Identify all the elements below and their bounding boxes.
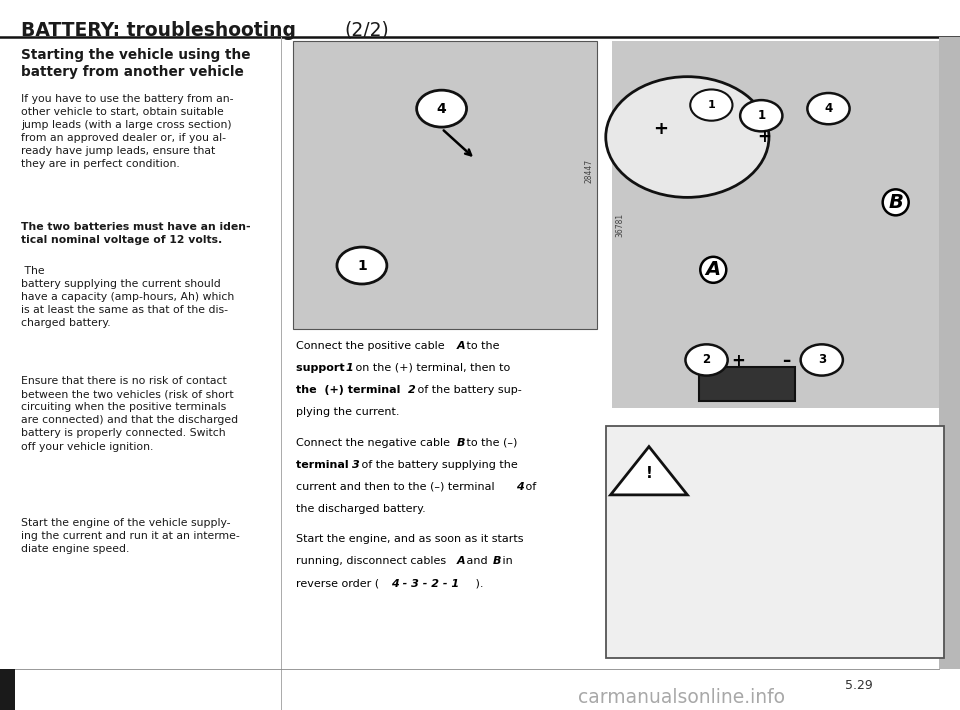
Text: in: in (498, 557, 513, 567)
Circle shape (807, 93, 850, 124)
Text: B: B (456, 437, 465, 447)
Text: +: + (757, 128, 771, 146)
Text: B: B (841, 469, 850, 479)
Text: and that the positive lead: and that the positive lead (692, 491, 836, 501)
Text: BATTERY: troubleshooting: BATTERY: troubleshooting (21, 21, 302, 40)
Circle shape (417, 90, 467, 127)
Text: A: A (852, 491, 861, 501)
Text: support: support (296, 363, 348, 373)
Text: to the (–): to the (–) (463, 437, 517, 447)
FancyBboxPatch shape (612, 41, 939, 408)
Text: current and then to the (–) terminal: current and then to the (–) terminal (296, 481, 498, 491)
Text: 4 - 3 - 2 - 1: 4 - 3 - 2 - 1 (391, 579, 459, 589)
Polygon shape (611, 447, 687, 495)
FancyBboxPatch shape (939, 37, 960, 669)
Text: The two batteries must have an iden-
tical nominal voltage of 12 volts.: The two batteries must have an iden- tic… (21, 222, 251, 244)
Text: 2: 2 (408, 385, 416, 395)
FancyBboxPatch shape (0, 669, 15, 710)
Text: 5.29: 5.29 (846, 679, 873, 692)
Text: the  (+) terminal: the (+) terminal (296, 385, 404, 395)
FancyBboxPatch shape (699, 367, 795, 401)
Text: Ensure that there is no risk of contact
between the two vehicles (risk of short
: Ensure that there is no risk of contact … (21, 376, 238, 452)
Text: 4: 4 (825, 102, 832, 115)
Text: 1: 1 (357, 258, 367, 273)
Text: 4: 4 (516, 481, 523, 491)
Text: 1: 1 (757, 109, 765, 122)
Text: reverse order (: reverse order ( (296, 579, 382, 589)
Text: The
battery supplying the current should
have a capacity (amp-hours, Ah) which
i: The battery supplying the current should… (21, 266, 234, 328)
Circle shape (690, 89, 732, 121)
Text: A: A (456, 557, 465, 567)
Text: 28447: 28447 (585, 159, 594, 183)
Text: A: A (805, 469, 814, 479)
Circle shape (337, 247, 387, 284)
Text: A: A (456, 341, 465, 351)
Text: of: of (522, 481, 537, 491)
Text: B: B (492, 557, 501, 567)
Text: is not touching any metal: is not touching any metal (692, 513, 846, 523)
Text: Risk of injury and/or damage to the: Risk of injury and/or damage to the (628, 588, 822, 598)
FancyBboxPatch shape (606, 426, 944, 658)
Text: running, disconnect cables: running, disconnect cables (296, 557, 449, 567)
Text: and: and (811, 469, 839, 479)
Text: parts on the vehicle supplying the: parts on the vehicle supplying the (628, 535, 814, 545)
Text: tact between leads: tact between leads (692, 469, 800, 479)
Text: 4: 4 (437, 102, 446, 116)
Circle shape (740, 100, 782, 131)
Text: current.: current. (628, 557, 670, 567)
Text: of the battery supplying the: of the battery supplying the (358, 459, 517, 469)
Text: +: + (653, 119, 668, 138)
Text: B: B (888, 193, 903, 212)
Text: Starting the vehicle using the
battery from another vehicle: Starting the vehicle using the battery f… (21, 48, 251, 79)
Circle shape (685, 344, 728, 376)
Text: Connect the positive cable: Connect the positive cable (296, 341, 447, 351)
Text: ).: ). (472, 579, 484, 589)
Text: to the: to the (463, 341, 499, 351)
Text: 1: 1 (708, 100, 715, 110)
Text: 1: 1 (346, 363, 353, 373)
Text: 2: 2 (703, 354, 710, 366)
Text: Start the engine of the vehicle supply-
ing the current and run it at an interme: Start the engine of the vehicle supply- … (21, 518, 240, 555)
Text: !: ! (645, 466, 653, 481)
Text: and: and (463, 557, 491, 567)
Text: A: A (706, 261, 721, 279)
Text: on the (+) terminal, then to: on the (+) terminal, then to (351, 363, 510, 373)
Text: the discharged battery.: the discharged battery. (296, 503, 425, 513)
Text: +: + (732, 352, 745, 371)
Text: –: – (782, 352, 790, 371)
Text: 3: 3 (351, 459, 360, 469)
Circle shape (606, 77, 769, 197)
Text: If you have to use the battery from an-
other vehicle to start, obtain suitable
: If you have to use the battery from an- … (21, 94, 233, 169)
Text: carmanualsonline.info: carmanualsonline.info (578, 689, 785, 707)
Text: 36781: 36781 (615, 213, 625, 236)
Text: vehicle.: vehicle. (628, 610, 670, 620)
Text: plying the current.: plying the current. (296, 407, 399, 417)
Text: Check that there is no con-: Check that there is no con- (692, 447, 840, 457)
Text: 3: 3 (818, 354, 826, 366)
Text: Start the engine, and as soon as it starts: Start the engine, and as soon as it star… (296, 535, 523, 545)
Text: Connect the negative cable: Connect the negative cable (296, 437, 453, 447)
Circle shape (801, 344, 843, 376)
Text: (2/2): (2/2) (345, 21, 390, 40)
Text: of the battery sup-: of the battery sup- (415, 385, 522, 395)
Text: terminal: terminal (296, 459, 352, 469)
FancyBboxPatch shape (293, 41, 597, 329)
